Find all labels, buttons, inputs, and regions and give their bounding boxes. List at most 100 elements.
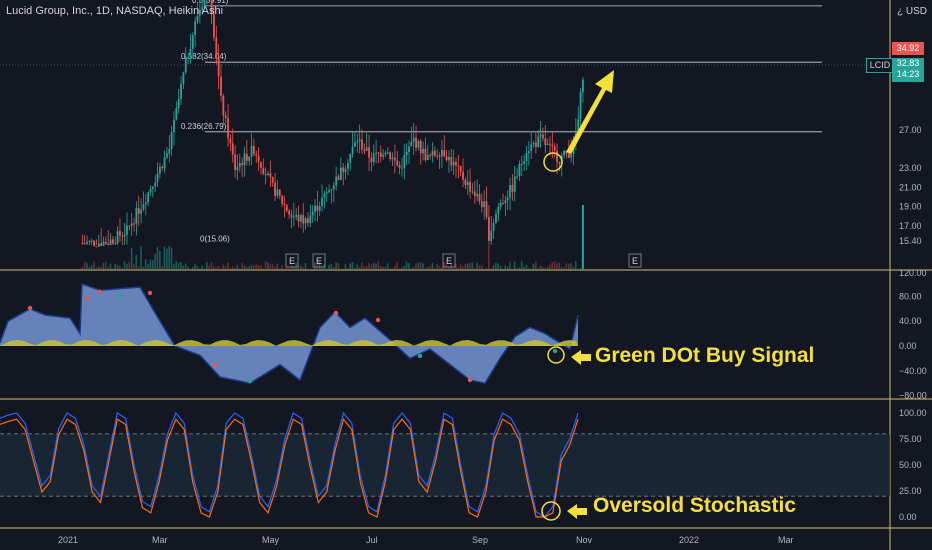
candle-body (401, 167, 403, 169)
candle-body (330, 189, 333, 191)
volume-bar (123, 261, 126, 269)
candle-body (403, 155, 406, 168)
volume-bar (506, 266, 509, 269)
currency-label[interactable]: ¿ USD (897, 6, 927, 17)
candle-body (328, 190, 330, 193)
candle-body (302, 215, 305, 224)
volume-bar (292, 266, 295, 269)
volume-bar (553, 261, 556, 269)
candle-body (229, 138, 232, 144)
buy-signal-arrow (571, 350, 591, 365)
candle-body (490, 230, 493, 241)
candle-body (365, 147, 368, 151)
time-tick-2: May (262, 535, 280, 545)
volume-bar (504, 265, 507, 269)
volume-bar (238, 268, 241, 269)
candle-body (278, 189, 281, 196)
volume-bar (283, 268, 286, 269)
volume-bar (318, 261, 321, 269)
candle-body (349, 153, 352, 163)
candle-body (227, 118, 229, 139)
candle-body (527, 150, 530, 154)
candle-body (288, 210, 291, 215)
candle-body (119, 231, 121, 236)
volume-bar (417, 262, 420, 269)
volume-bar (243, 265, 246, 269)
osc-tick-5: −80.00 (899, 391, 927, 401)
candle-body (354, 142, 356, 147)
price-tick-5: 27.00 (899, 125, 922, 135)
volume-bar (224, 266, 227, 269)
volume-bar (236, 264, 239, 269)
volume-bar (415, 263, 417, 269)
volume-bar (579, 268, 582, 269)
candle-body (377, 152, 380, 154)
volume-bar (567, 263, 570, 269)
volume-bar (570, 263, 572, 269)
volume-bar (476, 262, 478, 269)
volume-bar (422, 263, 424, 269)
candle-body (332, 185, 335, 190)
candle-body (264, 173, 267, 176)
volume-bar (288, 268, 290, 269)
volume-bar (281, 265, 283, 269)
candle-body (245, 153, 248, 161)
candle-body (537, 136, 540, 148)
fib-label-0: 0.5(39.91) (192, 0, 229, 5)
signal-dot-3 (147, 290, 153, 296)
candle-body (137, 208, 140, 214)
volume-bar (410, 268, 413, 269)
candle-body (248, 156, 251, 161)
candle-body (231, 143, 234, 155)
candle-body (300, 215, 302, 222)
volume-bar (102, 262, 105, 269)
volume-bar (194, 264, 196, 269)
candle-body (347, 162, 349, 169)
candle-body (436, 155, 439, 157)
time-tick-1: Mar (152, 535, 168, 545)
candle-body (389, 152, 392, 160)
volume-bar (278, 268, 281, 269)
volume-bar (184, 263, 187, 269)
candle-body (224, 115, 227, 119)
volume-bar (128, 261, 131, 269)
candle-body (121, 235, 124, 237)
candle-body (445, 156, 448, 161)
volume-bar (208, 265, 210, 269)
volume-bar (525, 264, 528, 269)
volume-bar (337, 263, 340, 269)
candle-body (551, 144, 554, 147)
price-tick-3: 21.00 (899, 182, 922, 192)
volume-bar (495, 262, 497, 269)
candle-body (368, 147, 370, 158)
earnings-marker-1: E (316, 256, 322, 266)
price-tick-1: 17.00 (899, 221, 922, 231)
candle-body (511, 184, 514, 192)
candle-body (321, 197, 323, 207)
oscillator-pane: 120.00 80.00 40.00 0.00 −40.00 −80.00 (0, 268, 927, 401)
candle-body (175, 108, 178, 120)
candle-body (238, 163, 241, 168)
volume-bar (231, 266, 234, 269)
fib-label-3: 0(15.06) (200, 234, 230, 243)
volume-bar (405, 261, 408, 269)
volume-bar (488, 235, 490, 269)
price-tick-4: 23.00 (899, 163, 922, 173)
candle-body (570, 153, 573, 158)
candle-body (384, 152, 387, 155)
volume-bar (563, 267, 565, 269)
volume-bar (398, 268, 401, 269)
candle-body (375, 152, 377, 154)
volume-bar (140, 246, 142, 269)
candle-body (478, 193, 481, 202)
candle-body (144, 202, 147, 205)
volume-bar (121, 267, 123, 269)
candle-body (567, 153, 570, 158)
time-tick-4: Sep (472, 535, 488, 545)
earnings-marker-box-0 (285, 253, 299, 268)
candle-body (426, 154, 429, 161)
volume-bar (114, 263, 116, 269)
stoch-tick-2: 50.00 (899, 460, 922, 470)
candle-body (443, 150, 446, 157)
